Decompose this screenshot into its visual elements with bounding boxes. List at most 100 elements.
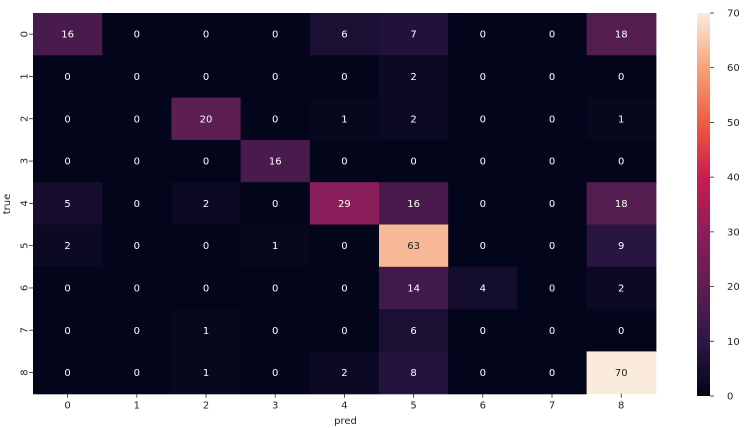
heatmap-cell-8-3 — [240, 351, 311, 395]
heatmap-cell-5-8 — [586, 224, 657, 268]
heatmap-cell-4-4 — [309, 182, 380, 226]
y-tick-label-7: 7 — [20, 327, 31, 333]
heatmap-cell-0-0 — [33, 13, 103, 56]
colorbar — [697, 13, 710, 396]
cell-value-1-4: 0 — [341, 72, 347, 83]
heatmap-cell-7-7 — [517, 309, 588, 352]
cell-value-4-6: 0 — [480, 199, 486, 210]
y-tick-label-2: 2 — [20, 116, 31, 122]
cell-value-8-0: 0 — [64, 368, 70, 379]
heatmap-cell-8-1 — [102, 351, 172, 395]
heatmap-cell-2-4 — [309, 97, 380, 141]
x-axis-label: pred — [334, 416, 357, 427]
cell-value-0-5: 7 — [410, 30, 416, 41]
x-tick-label-1: 1 — [134, 401, 140, 412]
x-tick-label-5: 5 — [410, 401, 416, 412]
colorbar-tick-label-20: 20 — [727, 282, 740, 293]
cell-value-2-5: 2 — [410, 114, 416, 125]
heatmap-cell-2-2 — [171, 97, 242, 141]
x-tick-label-6: 6 — [480, 401, 486, 412]
heatmap-cell-3-1 — [102, 139, 172, 183]
cell-value-2-0: 0 — [64, 114, 70, 125]
heatmap-cell-4-6 — [448, 182, 518, 226]
y-tick-label-0: 0 — [20, 31, 31, 37]
heatmap-cell-6-4 — [309, 266, 380, 310]
heatmap-cell-4-2 — [171, 182, 242, 226]
cell-value-1-5: 2 — [410, 72, 416, 83]
x-axis-ticks: 0 1 2 3 4 5 6 7 8 — [64, 393, 624, 412]
heatmap-cell-2-7 — [517, 97, 588, 141]
cell-value-8-4: 2 — [341, 368, 347, 379]
cell-value-2-7: 0 — [549, 114, 555, 125]
cell-value-4-3: 0 — [272, 199, 278, 210]
heatmap-cell-6-5 — [379, 266, 449, 310]
heatmap-cell-0-1 — [102, 13, 172, 56]
heatmap-cell-6-0 — [33, 266, 103, 310]
cell-value-0-1: 0 — [134, 30, 140, 41]
heatmap-cell-7-8 — [586, 309, 657, 352]
y-tick-label-5: 5 — [20, 242, 31, 248]
heatmap-cell-3-8 — [586, 139, 657, 183]
colorbar-tick-label-50: 50 — [727, 118, 740, 129]
cell-value-5-7: 0 — [549, 241, 555, 252]
colorbar-tick-label-40: 40 — [727, 173, 740, 184]
cell-value-4-2: 2 — [203, 199, 209, 210]
colorbar-tick-label-10: 10 — [727, 337, 740, 348]
heatmap-cell-2-3 — [240, 97, 311, 141]
x-tick-label-0: 0 — [64, 401, 70, 412]
heatmap-cell-1-0 — [33, 55, 103, 99]
cell-value-6-4: 0 — [341, 283, 347, 294]
heatmap-cell-0-4 — [309, 13, 380, 56]
heatmap-cell-7-0 — [33, 309, 103, 352]
heatmap-cell-7-5 — [379, 309, 449, 352]
heatmap-cell-1-8 — [586, 55, 657, 99]
heatmap-cell-8-5 — [379, 351, 449, 395]
heatmap-cell-0-5 — [379, 13, 449, 56]
cell-value-6-2: 0 — [203, 283, 209, 294]
cell-value-7-1: 0 — [134, 326, 140, 337]
x-tick-label-4: 4 — [341, 401, 347, 412]
heatmap-cell-8-6 — [448, 351, 518, 395]
heatmap-cell-8-2 — [171, 351, 242, 395]
cell-value-6-1: 0 — [134, 283, 140, 294]
heatmap-cell-7-3 — [240, 309, 311, 352]
cell-value-3-6: 0 — [480, 157, 486, 168]
colorbar-tick-label-0: 0 — [727, 392, 733, 403]
cell-value-7-5: 6 — [410, 326, 416, 337]
heatmap-cell-8-8 — [586, 351, 657, 395]
cell-value-5-3: 1 — [272, 241, 278, 252]
heatmap-cell-5-1 — [102, 224, 172, 268]
cell-value-3-5: 0 — [410, 157, 416, 168]
x-tick-label-3: 3 — [272, 401, 278, 412]
heatmap-cell-3-7 — [517, 139, 588, 183]
heatmap-cell-4-0 — [33, 182, 103, 226]
heatmap-cell-0-7 — [517, 13, 588, 56]
heatmap-cell-1-7 — [517, 55, 588, 99]
cell-value-5-8: 9 — [618, 241, 624, 252]
heatmap-cells — [33, 13, 657, 395]
cell-value-1-2: 0 — [203, 72, 209, 83]
cell-value-3-3: 16 — [269, 157, 282, 168]
heatmap-cell-7-1 — [102, 309, 172, 352]
heatmap-cell-5-6 — [448, 224, 518, 268]
heatmap-cell-2-5 — [379, 97, 449, 141]
heatmap-cell-1-6 — [448, 55, 518, 99]
cell-value-1-3: 0 — [272, 72, 278, 83]
cell-value-1-1: 0 — [134, 72, 140, 83]
heatmap-cell-2-8 — [586, 97, 657, 141]
heatmap-cell-3-3 — [240, 139, 311, 183]
y-axis-ticks: 0 1 2 3 4 5 6 7 8 — [20, 31, 33, 376]
cell-value-2-1: 0 — [134, 114, 140, 125]
heatmap-cell-8-0 — [33, 351, 103, 395]
heatmap-cell-4-5 — [379, 182, 449, 226]
cell-value-8-6: 0 — [480, 368, 486, 379]
cell-value-6-5: 14 — [407, 283, 420, 294]
cell-value-5-2: 0 — [203, 241, 209, 252]
cell-value-5-1: 0 — [134, 241, 140, 252]
cell-value-1-7: 0 — [549, 72, 555, 83]
heatmap-cell-5-5 — [379, 224, 449, 268]
cell-value-7-8: 0 — [618, 326, 624, 337]
cell-value-8-1: 0 — [134, 368, 140, 379]
heatmap-cell-2-0 — [33, 97, 103, 141]
